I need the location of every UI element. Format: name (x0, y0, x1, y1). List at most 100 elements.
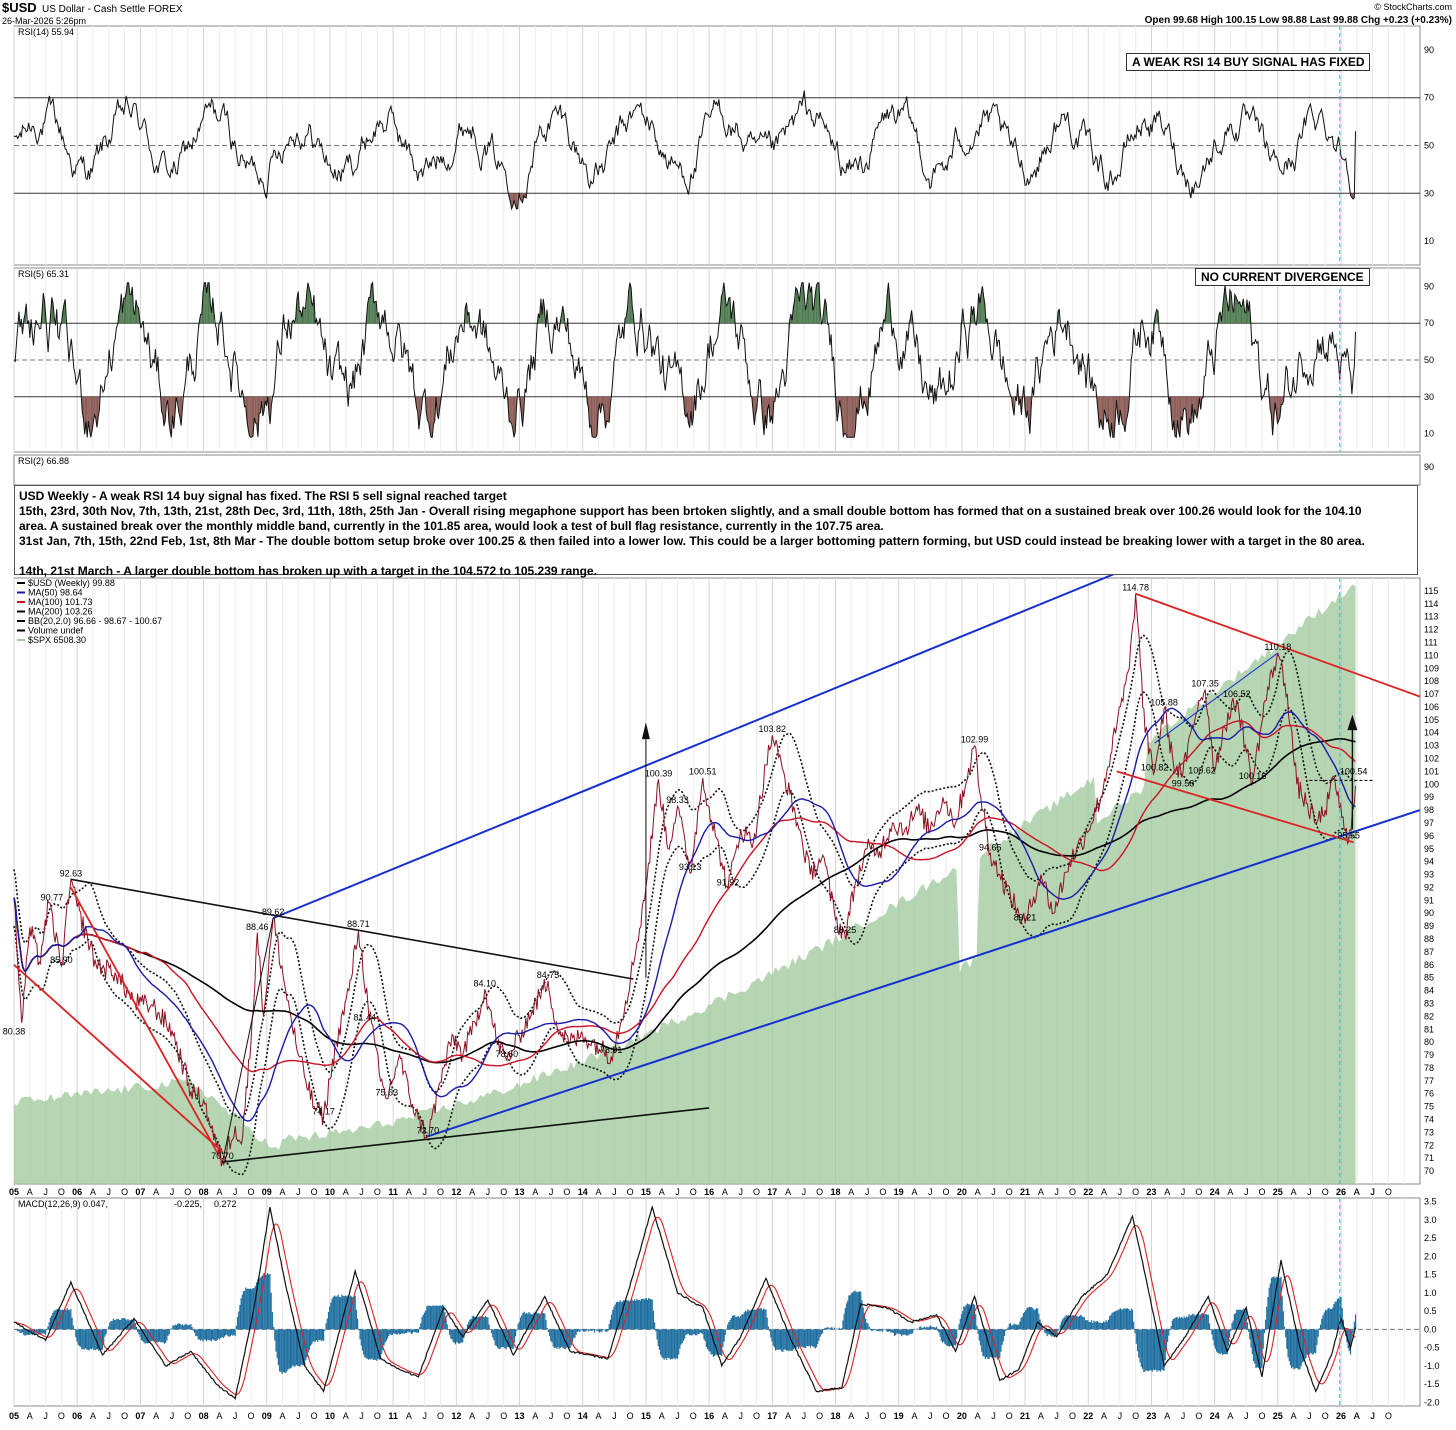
x-year-label-price: 14 (578, 1187, 588, 1197)
rsi-oversold-fill (1195, 396, 1197, 418)
price-label: 91.92 (717, 877, 740, 887)
macd-y-tick: -1.5 (1424, 1379, 1440, 1389)
price-label: 84.75 (537, 970, 560, 980)
x-year-label-macd: 10 (325, 1411, 335, 1421)
macd-y-tick: -1.0 (1424, 1361, 1440, 1371)
x-year-label-price: 18 (830, 1187, 840, 1197)
x-year-label-macd: 24 (1210, 1411, 1220, 1421)
x-month-label-macd: A (216, 1411, 222, 1421)
x-month-label-price: O (311, 1187, 318, 1197)
rsi-oversold-fill (250, 396, 252, 438)
rsi-overbought-fill (200, 313, 202, 324)
rsi-oversold-fill (1028, 396, 1030, 434)
rsi-oversold-fill (256, 396, 258, 437)
rsi-overbought-fill (307, 282, 310, 324)
x-month-label-price: O (563, 1187, 570, 1197)
price-y-tick: 114 (1424, 599, 1438, 609)
x-month-label-price: J (928, 1187, 933, 1197)
rsi-oversold-fill (595, 396, 597, 438)
note-line-3: area. A sustained break over the monthly… (19, 519, 884, 533)
x-year-label-macd: 14 (578, 1411, 588, 1421)
price-y-tick: 84 (1424, 986, 1434, 996)
rsi-oversold-fill (426, 396, 428, 421)
macd-y-tick: -0.5 (1424, 1343, 1440, 1353)
x-month-label-macd: O (627, 1411, 634, 1421)
x-month-label-macd: A (596, 1411, 602, 1421)
price-y-tick: 80 (1424, 1037, 1434, 1047)
ma200-line (13, 738, 1356, 1064)
rsi-oversold-fill (1175, 396, 1177, 438)
price-label: 114.78 (1122, 583, 1149, 593)
price-y-tick: 81 (1424, 1024, 1434, 1034)
price-label: 70.70 (211, 1151, 234, 1161)
macd-signal-line (13, 1216, 1356, 1396)
note-line-4: 31st Jan, 7th, 15th, 22nd Feb, 1st, 8th … (19, 534, 1365, 548)
x-month-label-price: A (216, 1187, 222, 1197)
x-year-label-price: 15 (641, 1187, 651, 1197)
x-month-label-price: O (943, 1187, 950, 1197)
price-label: 72.70 (417, 1125, 440, 1135)
x-month-label-macd: O (121, 1411, 128, 1421)
x-month-label-macd: O (943, 1411, 950, 1421)
rsi-overbought-fill (309, 287, 311, 324)
x-month-label-price: A (532, 1187, 538, 1197)
x-year-label-macd: 11 (388, 1411, 398, 1421)
x-year-label-macd: 19 (894, 1411, 904, 1421)
x-month-label-price: J (1054, 1187, 1059, 1197)
x-month-label-macd: O (1195, 1411, 1202, 1421)
rsi-oversold-fill (1178, 396, 1180, 438)
x-month-label-price: A (596, 1187, 602, 1197)
price-label: 100.16 (1239, 771, 1267, 781)
rsi-oversold-fill (429, 396, 432, 438)
x-month-label-price: O (184, 1187, 191, 1197)
rsi-oversold-fill (89, 396, 91, 438)
price-label: 103.82 (759, 724, 787, 734)
rsi-oversold-fill (844, 396, 846, 434)
legend-label: $USD (Weekly) 99.88 (28, 578, 115, 588)
rsi-oversold-fill (1112, 396, 1115, 438)
rsi-overbought-fill (127, 282, 129, 324)
price-label: 88.25 (834, 925, 857, 935)
x-month-label-macd: J (802, 1411, 807, 1421)
macd-title-signal: -0.225, (174, 1199, 202, 1209)
x-month-label-price: A (722, 1187, 728, 1197)
x-year-label-macd: 16 (704, 1411, 714, 1421)
price-label: 90.77 (41, 892, 64, 902)
x-month-label-macd: J (359, 1411, 364, 1421)
x-month-label-macd: A (27, 1411, 33, 1421)
price-label: 78.91 (600, 1045, 623, 1055)
x-month-label-macd: A (911, 1411, 917, 1421)
spx-area-layer (14, 90, 1357, 1374)
x-month-label-macd: O (311, 1411, 318, 1421)
symbol-label: $USD (2, 0, 37, 15)
price-label: 106.52 (1223, 689, 1251, 699)
x-month-label-price: J (549, 1187, 554, 1197)
x-month-label-price: A (911, 1187, 917, 1197)
ma100-line (13, 720, 1356, 1073)
rsi-overbought-fill (371, 282, 373, 324)
price-y-tick: 111 (1424, 637, 1438, 647)
price-y-tick: 76 (1424, 1089, 1434, 1099)
x-month-label-price: J (1370, 1187, 1375, 1197)
x-month-label-macd: J (675, 1411, 680, 1421)
rsi-oversold-fill (509, 396, 511, 422)
long-support-line (222, 1107, 710, 1163)
note-line-2: 15th, 23rd, 30th Nov, 7th, 13th, 21st, 2… (19, 504, 1362, 518)
x-year-label-price: 06 (72, 1187, 82, 1197)
x-year-label-macd: 09 (262, 1411, 272, 1421)
rsi-oversold-fill (94, 396, 96, 418)
rsi-y-tick: 30 (1424, 188, 1434, 198)
price-label: 110.18 (1264, 642, 1291, 652)
rsi-overbought-fill (809, 282, 811, 324)
x-month-label-price: J (612, 1187, 617, 1197)
price-label: 98.33 (666, 795, 689, 805)
rsi-oversold-fill (592, 396, 594, 438)
rsi-overbought-fill (629, 282, 632, 324)
price-y-tick: 108 (1424, 676, 1439, 686)
x-year-label-macd: 05 (9, 1411, 19, 1421)
panel-frame-macd (13, 1197, 1421, 1407)
price-y-tick: 73 (1424, 1127, 1434, 1137)
rsi-y-tick: 70 (1424, 93, 1434, 103)
x-month-label-price: A (1227, 1187, 1233, 1197)
